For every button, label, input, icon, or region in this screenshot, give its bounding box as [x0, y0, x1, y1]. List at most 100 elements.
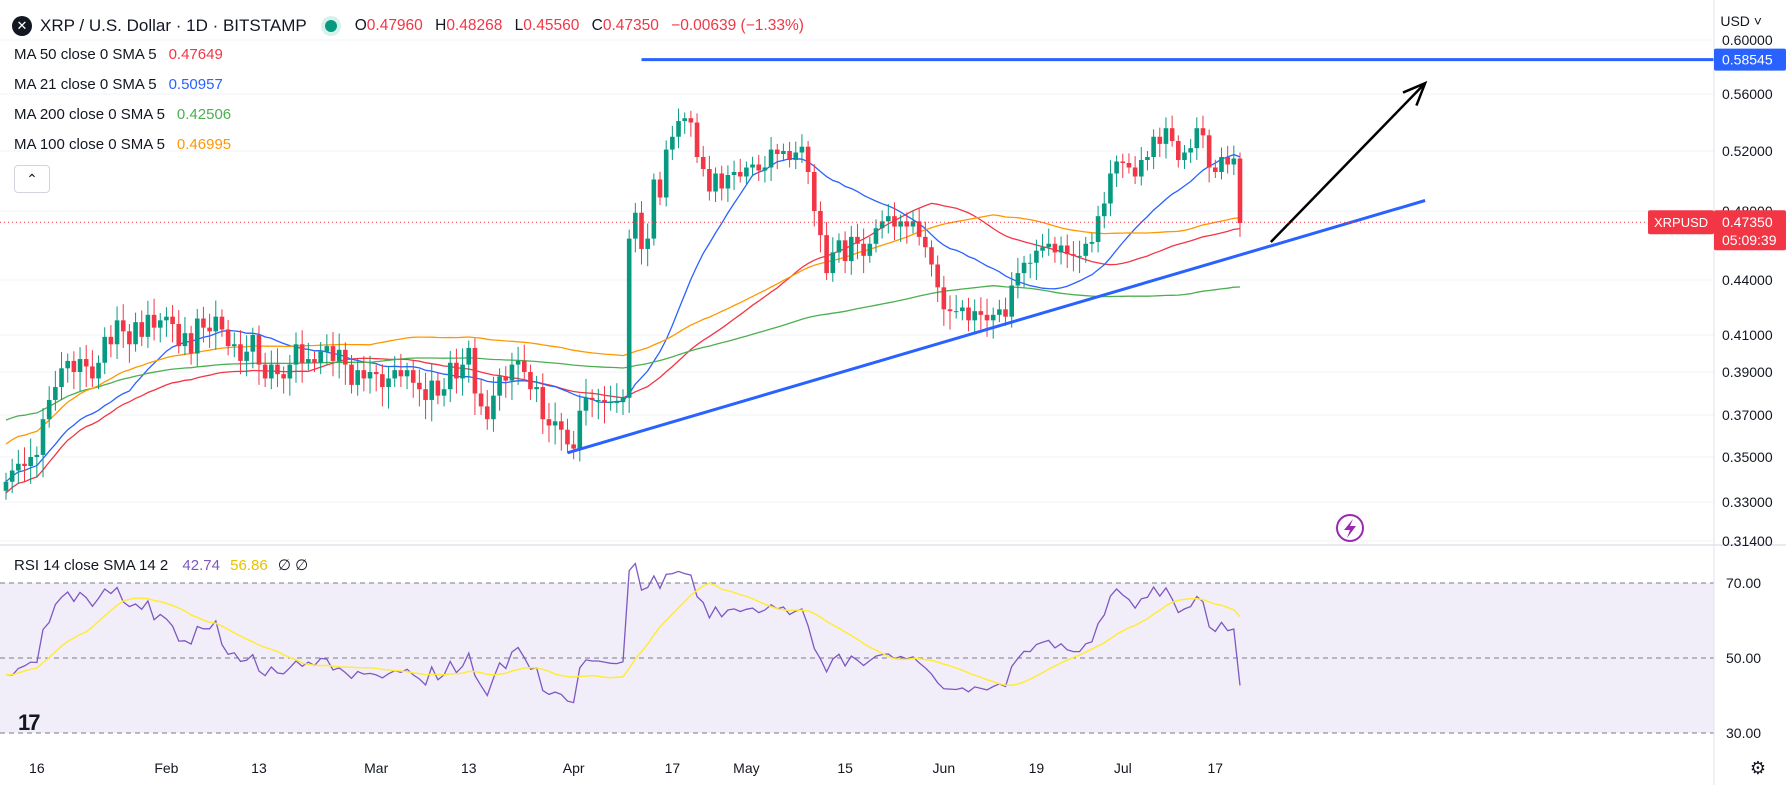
candle[interactable]	[447, 350, 453, 403]
candle[interactable]	[1089, 233, 1095, 253]
candle[interactable]	[1237, 152, 1243, 237]
candle[interactable]	[16, 449, 21, 484]
rsi-line[interactable]	[5, 562, 1241, 704]
candle[interactable]	[596, 388, 601, 420]
candle[interactable]	[565, 418, 570, 453]
candle[interactable]	[398, 353, 404, 388]
candle[interactable]	[1219, 147, 1224, 180]
candle[interactable]	[818, 201, 823, 253]
candle[interactable]	[947, 295, 953, 330]
candle[interactable]	[663, 140, 669, 207]
candle[interactable]	[830, 237, 836, 282]
candle[interactable]	[90, 350, 95, 388]
candle[interactable]	[3, 472, 9, 500]
candle[interactable]	[1083, 236, 1089, 263]
candle[interactable]	[349, 354, 354, 394]
candle[interactable]	[978, 297, 984, 330]
candle[interactable]	[645, 223, 650, 267]
candle[interactable]	[22, 447, 27, 482]
candle[interactable]	[756, 154, 762, 181]
candle[interactable]	[145, 300, 151, 348]
candle[interactable]	[1095, 205, 1101, 253]
candle[interactable]	[620, 389, 626, 415]
candle[interactable]	[1138, 147, 1144, 186]
candle[interactable]	[719, 165, 725, 201]
candle[interactable]	[923, 221, 928, 258]
candle[interactable]	[96, 355, 101, 390]
candle[interactable]	[805, 141, 811, 184]
last-price-tag[interactable]	[1714, 210, 1786, 251]
candle[interactable]	[244, 335, 249, 377]
candle[interactable]	[916, 208, 922, 246]
candle[interactable]	[1182, 145, 1187, 169]
candle[interactable]	[614, 383, 620, 413]
candle[interactable]	[589, 389, 595, 418]
candle[interactable]	[966, 297, 971, 332]
candle[interactable]	[491, 376, 496, 432]
candle[interactable]	[639, 201, 644, 265]
candle[interactable]	[1151, 129, 1156, 169]
candle[interactable]	[306, 342, 311, 371]
market-status-icon[interactable]	[324, 20, 337, 32]
symbol-tag[interactable]	[1648, 210, 1714, 235]
candle[interactable]	[583, 378, 589, 426]
candle[interactable]	[1126, 153, 1132, 174]
candle[interactable]	[164, 307, 169, 337]
candle[interactable]	[1213, 159, 1218, 178]
candle[interactable]	[1064, 234, 1070, 268]
candle[interactable]	[454, 348, 459, 394]
candle[interactable]	[694, 113, 700, 163]
candle[interactable]	[170, 304, 175, 343]
candle[interactable]	[700, 145, 706, 177]
candle[interactable]	[9, 458, 15, 493]
candle[interactable]	[787, 141, 792, 168]
support-trendline[interactable]	[567, 199, 1426, 455]
candle[interactable]	[53, 370, 58, 411]
candle[interactable]	[1157, 127, 1163, 157]
candle[interactable]	[935, 255, 940, 302]
candle[interactable]	[176, 310, 182, 354]
ma200-line[interactable]	[5, 285, 1241, 421]
candle[interactable]	[40, 408, 46, 478]
candle[interactable]	[225, 319, 231, 356]
candle[interactable]	[1132, 156, 1138, 184]
candle[interactable]	[108, 325, 114, 358]
candle[interactable]	[793, 141, 799, 169]
candle[interactable]	[318, 342, 323, 375]
candle[interactable]	[423, 372, 428, 420]
candle[interactable]	[77, 347, 83, 392]
candle[interactable]	[892, 202, 897, 241]
candle[interactable]	[1225, 145, 1230, 174]
candle[interactable]	[676, 108, 681, 149]
candle[interactable]	[114, 306, 120, 360]
candle[interactable]	[287, 354, 293, 396]
candle[interactable]	[151, 298, 157, 341]
candle[interactable]	[213, 300, 219, 350]
candle[interactable]	[873, 219, 879, 253]
candle[interactable]	[256, 325, 262, 385]
candle[interactable]	[497, 368, 502, 411]
candle[interactable]	[460, 348, 465, 396]
candle[interactable]	[182, 317, 188, 356]
candle[interactable]	[824, 222, 829, 280]
candle[interactable]	[435, 372, 441, 405]
candle[interactable]	[602, 386, 607, 424]
candle[interactable]	[861, 228, 866, 274]
candle[interactable]	[83, 344, 89, 388]
candle[interactable]	[811, 164, 817, 227]
candle[interactable]	[299, 330, 305, 383]
legend-ma50[interactable]: MA 50 close 0 SMA 5 0.47649	[14, 46, 223, 63]
candle[interactable]	[386, 365, 391, 409]
candle[interactable]	[1114, 155, 1119, 188]
candle[interactable]	[960, 300, 965, 321]
candle[interactable]	[540, 373, 546, 434]
candle[interactable]	[997, 299, 1002, 323]
candle[interactable]	[1200, 115, 1206, 149]
candle[interactable]	[521, 344, 527, 381]
candle[interactable]	[688, 110, 694, 137]
candle[interactable]	[367, 355, 373, 394]
candle[interactable]	[250, 327, 256, 369]
candle[interactable]	[262, 352, 268, 388]
candle[interactable]	[559, 412, 564, 451]
